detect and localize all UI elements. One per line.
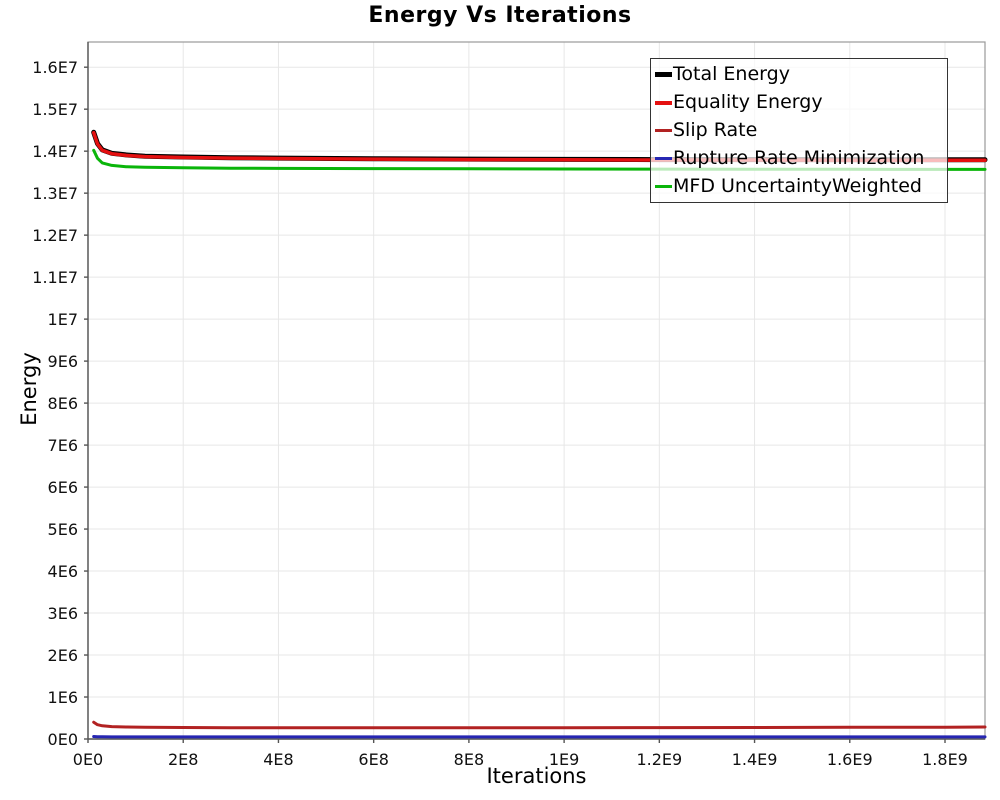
x-tick-label: 1.6E9: [827, 750, 873, 769]
x-tick-label: 1.2E9: [636, 750, 682, 769]
x-tick-label: 4E8: [263, 750, 293, 769]
legend-item-slip-rate: Slip Rate: [655, 117, 947, 144]
y-tick-label: 0E0: [48, 730, 78, 749]
x-axis-label: Iterations: [486, 764, 587, 788]
legend-swatch-mfd-uncertaintyweighted: [655, 184, 672, 188]
y-tick-label: 1.4E7: [32, 142, 78, 161]
y-tick-label: 1.6E7: [32, 58, 78, 77]
legend-label: Slip Rate: [673, 118, 758, 141]
y-tick-label: 1.5E7: [32, 100, 78, 119]
legend-label: Equality Energy: [673, 91, 823, 114]
legend-swatch-rupture-rate-minimization: [655, 156, 672, 160]
legend-label: MFD UncertaintyWeighted: [673, 174, 922, 197]
y-tick-label: 1.1E7: [32, 268, 78, 287]
y-tick-label: 4E6: [48, 562, 78, 581]
legend-item-rupture-rate-minimization: Rupture Rate Minimization: [655, 145, 947, 172]
chart-title: Energy Vs Iterations: [368, 3, 632, 28]
x-tick-label: 0E0: [73, 750, 103, 769]
series-line-slip-rate: [92, 720, 987, 730]
legend-swatch-equality-energy: [655, 100, 672, 105]
y-tick-label: 1E7: [48, 310, 78, 329]
tick-labels: 0E0 2E8 4E8 6E8 8E8 1E9 1.2E9 1.4E9 1.6E9 1.8E9 0E…: [32, 58, 968, 769]
y-tick-label: 6E6: [48, 478, 78, 497]
series-lines: [91, 129, 988, 739]
y-tick-label: 1E6: [48, 688, 78, 707]
legend-item-mfd-uncertaintyweighted: MFD UncertaintyWeighted: [655, 173, 947, 200]
x-tick-label: 1.4E9: [732, 750, 778, 769]
y-tick-label: 8E6: [48, 394, 78, 413]
y-tick-label: 9E6: [48, 352, 78, 371]
legend-swatch-slip-rate: [655, 128, 672, 132]
x-tick-label: 8E8: [454, 750, 484, 769]
y-axis-label: Energy: [17, 352, 41, 426]
x-tick-label: 6E8: [358, 750, 388, 769]
y-tick-label: 2E6: [48, 646, 78, 665]
y-tick-label: 1.2E7: [32, 226, 78, 245]
x-tick-label: 2E8: [168, 750, 198, 769]
legend-swatch-total-energy: [655, 72, 672, 78]
y-tick-label: 5E6: [48, 520, 78, 539]
legend-item-total-energy: Total Energy: [655, 61, 947, 88]
legend-item-equality-energy: Equality Energy: [655, 89, 947, 116]
tick-marks: [84, 66, 946, 743]
legend: Total Energy Equality Energy Slip Rate Rupt…: [650, 58, 948, 203]
x-tick-label: 1E9: [549, 750, 579, 769]
legend-label: Rupture Rate Minimization: [673, 146, 925, 169]
y-tick-label: 7E6: [48, 436, 78, 455]
y-tick-label: 3E6: [48, 604, 78, 623]
legend-label: Total Energy: [673, 63, 790, 86]
y-tick-label: 1.3E7: [32, 184, 78, 203]
x-tick-label: 1.8E9: [922, 750, 968, 769]
